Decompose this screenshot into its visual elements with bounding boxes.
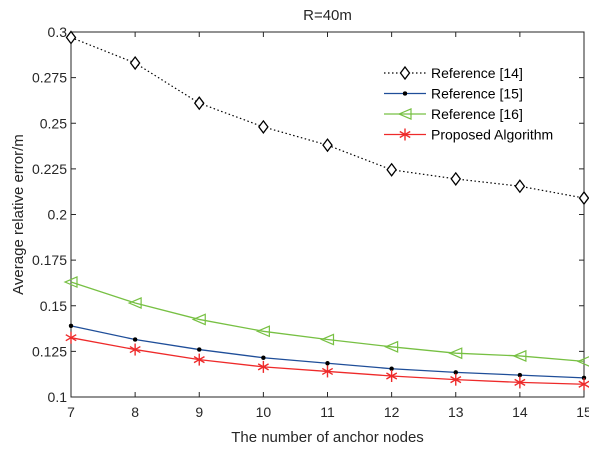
x-tick-label: 8 xyxy=(131,404,139,420)
asterisk-stroke xyxy=(450,376,462,384)
data-point xyxy=(193,96,205,111)
legend-item: Proposed Algorithm xyxy=(384,127,553,143)
legend-label: Reference [15] xyxy=(431,86,523,102)
x-tick-label: 7 xyxy=(67,404,75,420)
asterisk-stroke xyxy=(193,355,205,364)
data-point xyxy=(386,370,398,383)
data-point xyxy=(127,297,142,310)
data-point xyxy=(448,347,463,360)
legend-item: Reference [16] xyxy=(384,106,523,122)
asterisk-stroke xyxy=(514,378,526,387)
x-tick-label: 10 xyxy=(256,404,272,420)
y-tick-label: 0.175 xyxy=(32,252,67,268)
data-point xyxy=(63,276,78,289)
legend-label: Proposed Algorithm xyxy=(431,127,553,143)
series-4 xyxy=(65,331,589,391)
data-point xyxy=(255,325,270,338)
legend-item: Reference [15] xyxy=(384,86,523,102)
asterisk-stroke xyxy=(65,334,77,342)
data-point xyxy=(512,349,527,362)
legend-marker xyxy=(397,107,412,121)
asterisk-stroke xyxy=(386,372,398,380)
asterisk-stroke xyxy=(578,380,589,388)
y-tick-label: 0.15 xyxy=(40,298,67,314)
asterisk-stroke xyxy=(321,367,334,376)
data-point xyxy=(450,373,462,386)
asterisk-stroke xyxy=(399,130,411,139)
y-tick-label: 0.3 xyxy=(48,24,68,40)
y-axis-title: Average relative error/m xyxy=(10,134,27,295)
data-point xyxy=(191,313,206,326)
legend-marker xyxy=(399,128,411,141)
data-point xyxy=(257,360,269,373)
data-point xyxy=(258,119,269,134)
axes-frame xyxy=(70,31,585,398)
legend-label: Reference [14] xyxy=(431,65,523,81)
data-point xyxy=(193,353,205,366)
y-tick-label: 0.225 xyxy=(32,161,67,177)
data-point xyxy=(322,138,333,153)
x-tick-label: 15 xyxy=(576,404,589,420)
x-tick-label: 14 xyxy=(512,404,528,420)
data-point xyxy=(450,171,462,186)
y-tick-label: 0.275 xyxy=(32,70,67,86)
series-2 xyxy=(68,323,587,381)
asterisk-stroke xyxy=(257,363,269,371)
data-point xyxy=(65,331,77,344)
data-point xyxy=(514,179,526,194)
data-point xyxy=(578,378,589,391)
y-tick-label: 0.1 xyxy=(48,389,68,405)
x-tick-label: 9 xyxy=(195,404,203,420)
data-point xyxy=(68,323,74,329)
legend: Reference [14] Reference [15] Reference [1… xyxy=(384,65,553,143)
data-point xyxy=(514,376,526,389)
data-point xyxy=(132,337,138,342)
x-axis-title: The number of anchor nodes xyxy=(231,429,424,446)
data-point xyxy=(129,343,141,356)
data-point xyxy=(261,355,266,361)
legend-item: Reference [14] xyxy=(384,65,523,81)
asterisk-stroke xyxy=(129,345,141,354)
y-tick-label: 0.25 xyxy=(40,115,67,131)
data-point xyxy=(576,356,589,367)
series-1 xyxy=(65,30,589,206)
series-line xyxy=(70,36,585,199)
x-tick-label: 12 xyxy=(384,404,400,420)
data-point xyxy=(384,340,399,353)
y-tick-label: 0.125 xyxy=(32,343,67,359)
data-point xyxy=(129,55,141,71)
series-3 xyxy=(63,276,589,367)
legend-label: Reference [16] xyxy=(431,106,523,122)
data-point xyxy=(197,347,202,352)
data-point xyxy=(319,333,335,346)
y-tick-label: 0.2 xyxy=(48,207,68,223)
x-tick-label: 13 xyxy=(448,404,464,420)
legend-marker xyxy=(399,65,411,81)
plot-area: 7 8 9 10 11 12 13 14 15 0.1 0.125 0.15 0.175 0.2 0.225… xyxy=(32,24,589,420)
data-point xyxy=(321,365,334,378)
data-point xyxy=(578,190,589,206)
legend-marker xyxy=(402,91,408,96)
data-point xyxy=(325,360,330,366)
chart-title: R=40m xyxy=(303,7,352,24)
series-line xyxy=(70,281,585,363)
x-tick-label: 11 xyxy=(320,404,335,420)
data-point xyxy=(65,30,77,45)
data-point xyxy=(386,162,397,177)
